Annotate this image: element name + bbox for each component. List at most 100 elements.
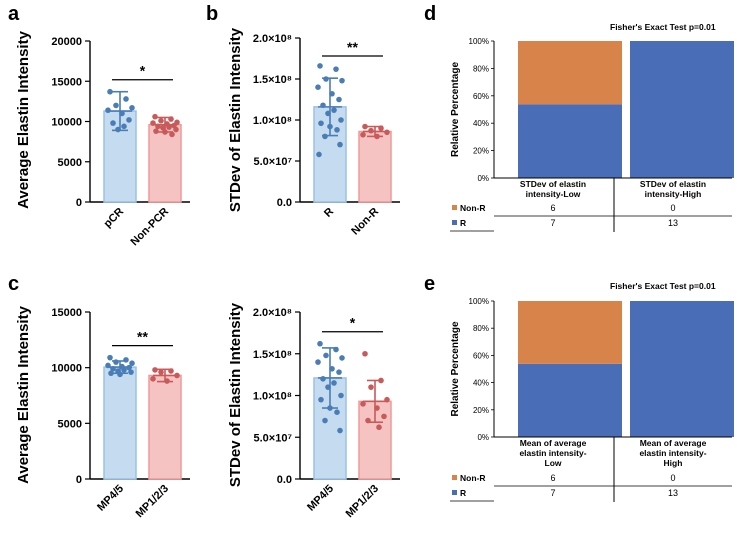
y-tick-label: 40% (473, 119, 489, 128)
y-tick-label: 2.0×10⁸ (253, 307, 292, 319)
panel-label-c: c (8, 273, 19, 295)
legend-swatch (452, 220, 457, 225)
y-tick-label: 0.0 (277, 197, 292, 209)
chart-title: Fisher's Exact Test p=0.01 (610, 281, 716, 291)
data-point (121, 123, 127, 130)
x-tick-label: Non-R (349, 206, 381, 238)
data-point (113, 102, 119, 109)
y-axis-label: Average Elastin Intensity (15, 30, 32, 208)
data-point (320, 376, 326, 382)
legend-swatch (452, 490, 457, 495)
stacked-bar-non-r (518, 301, 622, 364)
data-point (318, 396, 324, 403)
y-axis-label: Average Elastin Intensity (15, 305, 32, 483)
chart-c-stdev: 0.0 5.0×10⁷ 1.0×10⁸ 1.5×10⁸ 2.0×10⁸ STDev of … (227, 302, 400, 520)
chart-d: Fisher's Exact Test p=0.01 0% 20% 40% 60% 80%… (450, 22, 734, 232)
significance-marker: * (350, 315, 356, 331)
stacked-bar-r (518, 104, 622, 178)
x-tick-label: R (322, 206, 336, 220)
x-tick-label: MP4/5 (305, 483, 336, 514)
data-point (362, 123, 368, 130)
y-tick-label: 15000 (51, 76, 82, 88)
y-tick-label: 40% (473, 379, 489, 388)
y-tick-label: 100% (469, 297, 489, 306)
y-tick-label: 60% (473, 351, 489, 360)
x-tick-label: MP1/2/3 (134, 483, 171, 520)
y-tick-label: 0% (477, 174, 489, 183)
data-point (337, 427, 343, 434)
data-point (152, 367, 158, 373)
data-point (126, 364, 132, 371)
data-point (317, 340, 323, 347)
y-tick-label: 0% (477, 433, 489, 442)
chart-a: 0 5000 10000 15000 20000 Average Elastin Inte… (15, 30, 190, 248)
data-point (360, 131, 366, 138)
data-point (374, 405, 380, 411)
data-point (318, 120, 324, 127)
stacked-bar-r (630, 41, 734, 178)
data-point (325, 384, 331, 390)
bar-mp4-5 (103, 366, 137, 480)
x-tick-label: MP1/2/3 (344, 483, 381, 520)
data-point (119, 110, 125, 117)
data-point (129, 360, 135, 367)
data-point (376, 424, 382, 431)
data-point (129, 105, 135, 111)
category-label-line: Mean of average (640, 438, 707, 448)
data-point (126, 117, 132, 123)
y-tick-label: 5.0×10⁷ (254, 432, 293, 444)
y-tick-label: 1.5×10⁸ (253, 349, 292, 361)
data-point (107, 354, 113, 361)
y-tick-label: 80% (473, 324, 489, 333)
y-tick-label: 20000 (51, 36, 82, 48)
data-point (329, 365, 335, 372)
significance-marker: ** (347, 39, 358, 55)
y-tick-label: 5000 (58, 157, 82, 169)
y-tick-label: 20% (473, 147, 489, 156)
count-cell: 6 (550, 203, 555, 213)
data-point (113, 359, 119, 365)
significance-marker: * (140, 63, 146, 79)
stacked-bar-r (630, 301, 734, 437)
y-tick-label: 1.0×10⁸ (253, 115, 292, 127)
chart-title: Fisher's Exact Test p=0.01 (610, 22, 716, 32)
data-point (337, 141, 343, 148)
data-point (325, 110, 331, 117)
y-axis-label: Relative Percentage (450, 321, 461, 416)
category-label-line: intensity-Low (526, 189, 581, 199)
stacked-bar-non-r (518, 41, 622, 105)
legend-label: R (460, 218, 466, 228)
category-label-line: STDev of elastin (640, 179, 706, 189)
data-point (123, 96, 129, 102)
panel-label-e: e (424, 273, 435, 295)
chart-c-average: 0 5000 10000 15000 Average Elastin Intensity… (15, 305, 190, 520)
y-tick-label: 15000 (51, 307, 82, 319)
data-point (327, 123, 333, 130)
data-point (168, 116, 174, 122)
stacked-bar-r (518, 363, 622, 437)
data-point (336, 369, 342, 375)
legend-label: Non-R (460, 203, 486, 213)
data-point (121, 367, 127, 373)
significance-marker: ** (137, 329, 148, 345)
category-label-line: High (664, 458, 683, 468)
y-axis-label: STDev of Elastin Intensity (227, 302, 244, 487)
y-axis-label: STDev of Elastin Intensity (227, 27, 244, 212)
data-point (322, 417, 328, 424)
y-axis-label: Relative Percentage (450, 62, 461, 157)
category-label-line: Mean of average (520, 438, 587, 448)
x-tick-label: Non-PCR (128, 206, 171, 249)
data-point (108, 370, 114, 377)
data-point (117, 371, 123, 378)
data-point (123, 357, 129, 363)
data-point (378, 125, 384, 131)
data-point (333, 346, 339, 353)
legend-label: Non-R (460, 473, 486, 483)
data-point (317, 63, 323, 69)
y-tick-label: 100% (469, 37, 489, 46)
count-cell: 13 (668, 488, 678, 498)
data-point (158, 117, 164, 124)
legend-swatch (452, 205, 457, 210)
data-point (368, 127, 374, 134)
data-point (322, 133, 328, 140)
